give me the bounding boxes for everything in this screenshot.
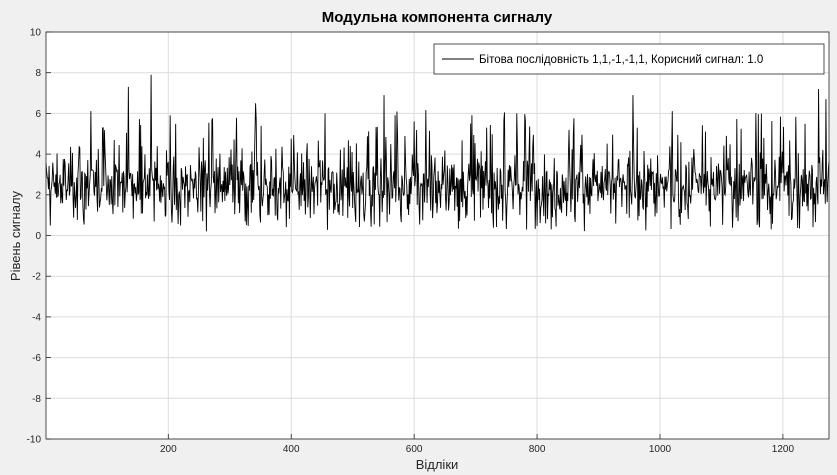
y-tick-label: 10 <box>30 28 42 39</box>
axes-frame <box>45 31 830 440</box>
y-tick-label: -2 <box>32 272 41 283</box>
y-tick-label: -4 <box>32 312 41 323</box>
y-tick-label: 0 <box>35 231 41 242</box>
chart-title: Модульна компонента сигналу <box>322 9 553 26</box>
y-tick-label: -8 <box>32 394 41 405</box>
x-tick-label: 1000 <box>649 444 672 455</box>
x-tick-label: 600 <box>406 444 423 455</box>
series-line-group <box>45 74 830 232</box>
series-line <box>45 74 830 232</box>
y-tick-label: -6 <box>32 353 41 364</box>
x-tick-label: 200 <box>160 444 177 455</box>
x-axis-label: Відліки <box>416 457 459 472</box>
legend-entry: Бітова послідовність 1,1,-1,-1,1, Корисн… <box>479 54 763 66</box>
y-tick-label: 6 <box>35 109 41 120</box>
y-axis-label: Рівень сигналу <box>8 190 23 281</box>
x-tick-label: 1200 <box>772 444 795 455</box>
y-tick-label: -10 <box>27 435 42 446</box>
x-tick-label: 800 <box>529 444 546 455</box>
legend-box <box>433 43 825 75</box>
tick-labels: 200 400 600 800 1000 1200 -10 -8 -6 -4 -2 0 2 4 6 8 10 <box>27 28 830 455</box>
y-tick-label: 4 <box>35 150 41 161</box>
legend: Бітова послідовність 1,1,-1,-1,1, Корисн… <box>433 43 825 75</box>
x-tick-label: 400 <box>283 444 300 455</box>
y-tick-label: 8 <box>35 68 41 79</box>
y-tick-label: 2 <box>35 190 41 201</box>
